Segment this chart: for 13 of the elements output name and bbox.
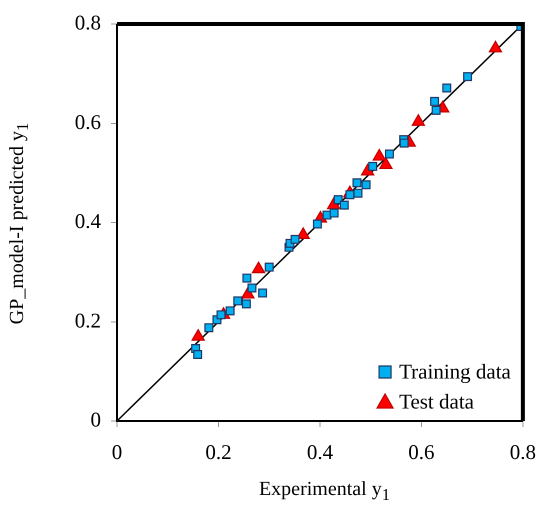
y-tick-label: 0.6	[74, 110, 101, 134]
x-tick-label: 0.8	[510, 440, 536, 464]
y-tick-label: 0.8	[74, 10, 101, 35]
legend-label: Test data	[399, 390, 475, 414]
x-axis-title: Experimental y$_{1}$	[258, 478, 392, 505]
x-tick-label: 0.6	[408, 440, 435, 464]
x-tick-label: 0	[112, 440, 122, 464]
y-tick-label: 0.4	[74, 209, 102, 234]
x-tick-label: 0.4	[306, 440, 334, 464]
y-tick-label: 0.2	[74, 308, 101, 332]
legend-label: Training data	[399, 360, 512, 384]
y-tick-label: 0	[90, 408, 101, 432]
x-tick-label: 0.2	[205, 440, 232, 464]
